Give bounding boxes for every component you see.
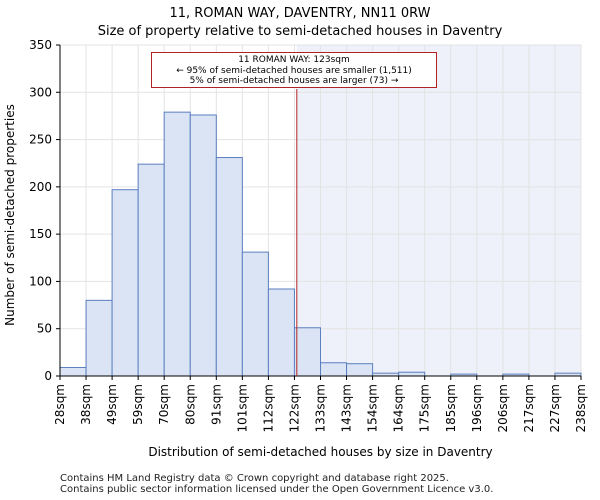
x-tick-label: 49sqm bbox=[105, 384, 119, 425]
x-tick-label: 101sqm bbox=[235, 384, 249, 432]
bar-49sqm bbox=[111, 189, 139, 377]
chart-subtitle: Size of property relative to semi-detach… bbox=[97, 24, 503, 39]
x-tick-label: 175sqm bbox=[418, 384, 432, 432]
y-tick-label: 350 bbox=[29, 38, 52, 52]
x-tick-label: 122sqm bbox=[287, 384, 301, 432]
x-tick-label: 164sqm bbox=[392, 384, 406, 432]
y-tick-label: 300 bbox=[29, 85, 52, 99]
x-tick-label: 59sqm bbox=[131, 384, 145, 425]
annotation-box: 11 ROMAN WAY: 123sqm ← 95% of semi-detac… bbox=[151, 52, 437, 88]
x-tick-label: 38sqm bbox=[79, 384, 93, 425]
annotation-line-1: 11 ROMAN WAY: 123sqm bbox=[238, 55, 350, 65]
bar-70sqm bbox=[163, 111, 191, 377]
highlight-region bbox=[296, 45, 581, 376]
x-tick-label: 206sqm bbox=[496, 384, 510, 432]
bar-122sqm bbox=[293, 327, 322, 377]
bar-38sqm bbox=[85, 299, 113, 377]
y-axis-label: Number of semi-detached properties bbox=[3, 104, 17, 326]
y-tick-label: 50 bbox=[37, 322, 52, 336]
bar-59sqm bbox=[137, 163, 165, 377]
x-tick-label: 133sqm bbox=[314, 384, 328, 432]
x-tick-label: 112sqm bbox=[261, 384, 275, 432]
x-tick-label: 185sqm bbox=[444, 384, 458, 432]
x-tick-label: 143sqm bbox=[340, 384, 354, 432]
footer-line-2: Contains public sector information licen… bbox=[60, 484, 494, 495]
footer-line-1: Contains HM Land Registry data © Crown c… bbox=[60, 473, 449, 484]
x-tick-label: 154sqm bbox=[366, 384, 380, 432]
x-tick-label: 238sqm bbox=[574, 384, 588, 432]
x-tick-label: 28sqm bbox=[53, 384, 67, 425]
y-tick-label: 200 bbox=[29, 180, 52, 194]
x-tick-label: 196sqm bbox=[470, 384, 484, 432]
bar-112sqm bbox=[267, 288, 295, 377]
bar-143sqm bbox=[346, 363, 374, 377]
y-tick-label: 250 bbox=[29, 133, 52, 147]
x-tick-label: 80sqm bbox=[183, 384, 197, 425]
x-axis-label: Distribution of semi-detached houses by … bbox=[148, 445, 493, 459]
x-tick-label: 91sqm bbox=[209, 384, 223, 425]
bar-164sqm bbox=[398, 371, 426, 377]
x-tick-label: 70sqm bbox=[157, 384, 171, 425]
y-tick-label: 100 bbox=[29, 274, 52, 288]
bar-28sqm bbox=[59, 366, 87, 377]
annotation-line-2: ← 95% of semi-detached houses are smalle… bbox=[176, 65, 412, 76]
x-tick-label: 227sqm bbox=[548, 384, 562, 432]
y-tick-label: 150 bbox=[29, 227, 52, 241]
bar-133sqm bbox=[320, 362, 348, 377]
bar-101sqm bbox=[241, 251, 269, 377]
y-tick-label: 0 bbox=[44, 369, 52, 383]
bar-91sqm bbox=[215, 157, 243, 377]
annotation-line-3: 5% of semi-detached houses are larger (7… bbox=[189, 76, 399, 86]
bar-80sqm bbox=[189, 114, 217, 377]
x-tick-label: 217sqm bbox=[522, 384, 536, 432]
chart-title: 11, ROMAN WAY, DAVENTRY, NN11 0RW bbox=[169, 6, 431, 21]
